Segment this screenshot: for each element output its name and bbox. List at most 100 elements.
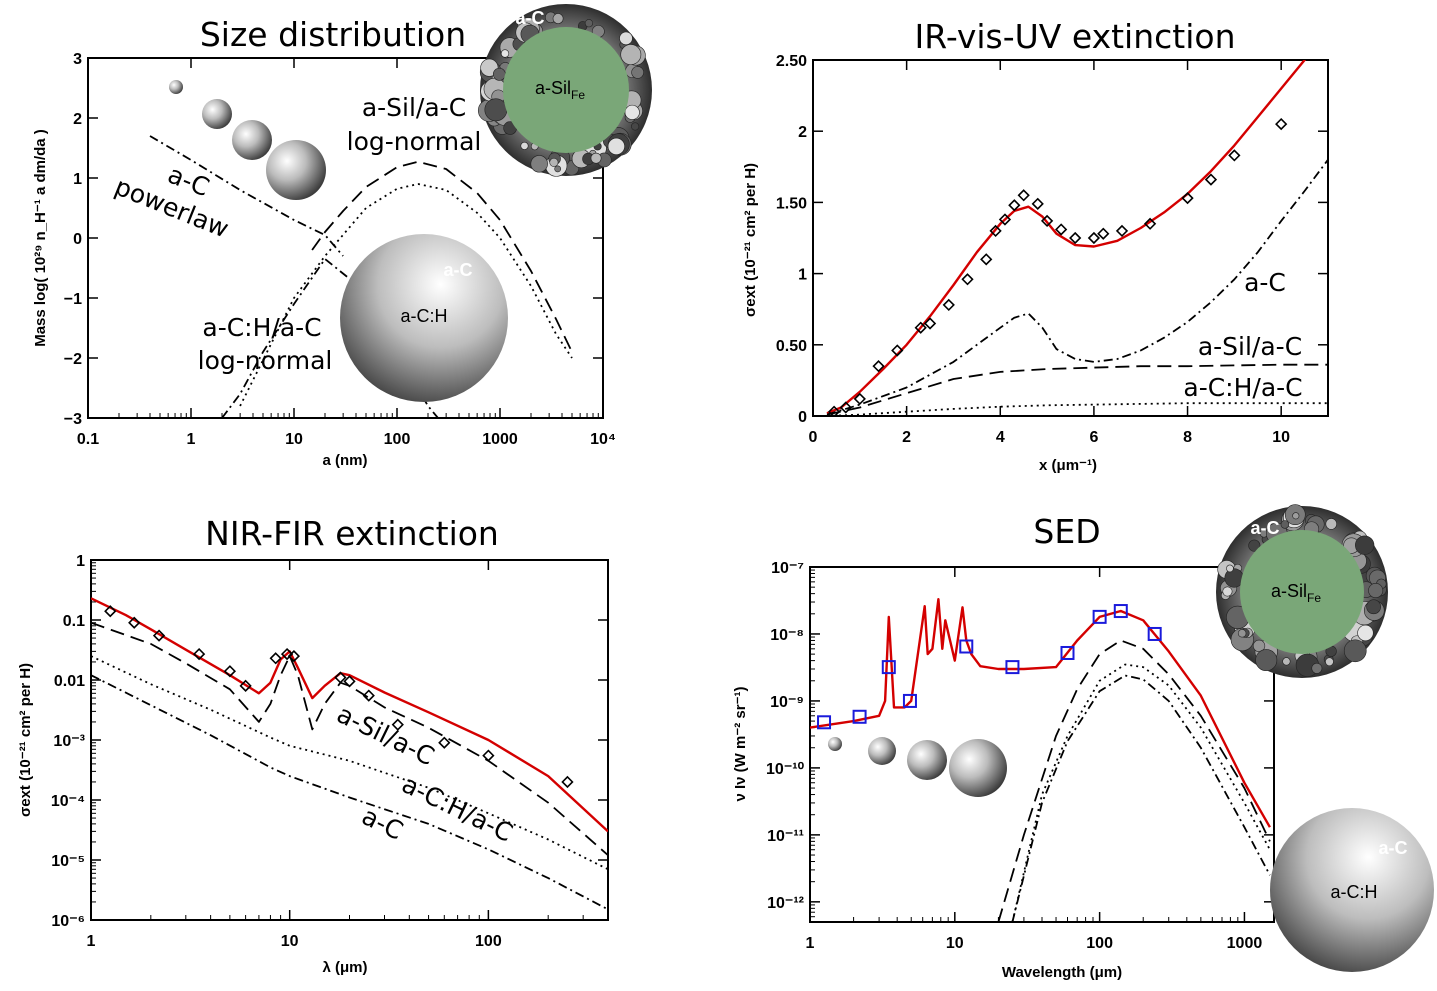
- observation-point: [1115, 224, 1129, 238]
- y-tick-label: 10⁻³: [53, 733, 85, 750]
- observation-point: [269, 652, 282, 665]
- observation-point: [1092, 609, 1107, 624]
- nir-x-axis-label: λ (μm): [322, 959, 367, 976]
- grain-sil-inner-label: a-SilFe: [535, 78, 585, 102]
- observation-point: [1181, 191, 1194, 205]
- series-a-c: [91, 674, 608, 911]
- observation-point: [280, 647, 294, 661]
- size-grain-icons: [169, 80, 326, 200]
- y-tick-label: 0.50: [776, 338, 807, 355]
- pebble: [549, 157, 559, 167]
- observation-point: [1097, 227, 1110, 240]
- series-a-sil-a-c: [997, 639, 1271, 922]
- observation-point: [942, 298, 955, 312]
- observation-point: [1069, 231, 1082, 245]
- pebble: [1325, 657, 1334, 667]
- observation-point: [438, 736, 451, 749]
- panel-uv-extinction: IR-vis-UV extinction 0 2 4 6 8 10 0 0.50 1 1.50 2 2…: [742, 17, 1329, 474]
- observation-point: [1008, 199, 1021, 212]
- y-tick-label: 10⁻¹¹: [767, 828, 804, 845]
- nir-y-axis-label: σext (10⁻²¹ cm² per H): [17, 663, 34, 817]
- pebble: [500, 49, 510, 58]
- pebble: [554, 165, 562, 173]
- observation-point: [902, 693, 917, 708]
- x-tick-label: 10: [281, 933, 299, 950]
- pebble: [1237, 629, 1247, 638]
- observation-point: [881, 660, 896, 675]
- y-tick-label: 0.1: [63, 613, 85, 630]
- observation-point: [989, 224, 1002, 238]
- observation-point: [1204, 173, 1218, 186]
- observation-point: [128, 616, 141, 629]
- uv-y-axis-label: σext (10⁻²¹ cm² per H): [742, 163, 759, 317]
- pebble: [552, 13, 564, 24]
- observation-point: [980, 253, 993, 266]
- observation-point: [891, 344, 904, 357]
- x-tick-label: 100: [1086, 935, 1113, 952]
- pebble: [1255, 649, 1278, 672]
- grain-small-icon: [868, 737, 896, 765]
- observation-point: [561, 775, 574, 789]
- silicate-core: [1240, 530, 1364, 654]
- pebble: [631, 122, 640, 131]
- sed-grain-sil-outer-label: a-C: [1250, 518, 1279, 538]
- series-a-c-h-a-c: [826, 402, 1328, 416]
- pebble: [590, 152, 602, 164]
- grain-ach-outer-label: a-C: [443, 260, 472, 280]
- observation-point: [1017, 189, 1030, 202]
- y-tick-label: −1: [64, 291, 82, 308]
- panel-sed: SED 1 10 100 1000 10⁻⁷ 10⁻⁸ 10⁻⁹ 10⁻¹⁰ 10⁻¹¹ 10⁻¹…: [732, 504, 1434, 981]
- observation-point: [1031, 197, 1044, 210]
- uv-series: [826, 60, 1328, 416]
- observation-point: [1055, 223, 1068, 236]
- x-tick-label: 0: [809, 429, 818, 446]
- pebble: [607, 137, 625, 155]
- pebble: [530, 155, 548, 173]
- observation-point: [959, 639, 974, 654]
- x-tick-label: 1: [87, 933, 96, 950]
- y-tick-label: 10⁻⁶: [51, 913, 85, 930]
- pebble: [520, 141, 529, 150]
- pebble: [1292, 512, 1300, 520]
- pebble: [1282, 657, 1291, 666]
- x-tick-label: 1000: [482, 431, 518, 448]
- pebble: [1355, 535, 1375, 555]
- pebble: [631, 66, 644, 79]
- grain-tiny-icon: [828, 737, 842, 751]
- observation-point: [1228, 149, 1241, 162]
- observation-point: [817, 715, 832, 730]
- x-tick-label: 1: [806, 935, 815, 952]
- grain-sil-core-mantle-icon: a-C a-SilFe: [477, 4, 652, 177]
- observation-point: [839, 401, 852, 414]
- sed-series: [810, 598, 1271, 922]
- x-tick-label: 10: [1272, 429, 1290, 446]
- pebble: [620, 44, 642, 65]
- grain-ach-core-mantle-icon: a-C a-C:H: [340, 234, 508, 402]
- pebble: [484, 98, 508, 122]
- y-tick-label: 0: [798, 409, 807, 426]
- pebble: [1248, 539, 1261, 552]
- series-a-sil-a-c: [826, 363, 1328, 416]
- pebble: [584, 19, 593, 28]
- series-model: [810, 598, 1271, 828]
- grain-medium-icon: [232, 120, 272, 160]
- size-label-ach-lognormal: log-normal: [198, 346, 333, 375]
- sed-grain-ach-inner-label: a-C:H: [1330, 882, 1377, 902]
- series-a-c: [149, 135, 344, 257]
- y-tick-label: 1: [76, 553, 85, 570]
- grain-large-icon: [949, 739, 1007, 797]
- observation-point: [1275, 117, 1288, 131]
- panel-nir-extinction: NIR-FIR extinction 1 10 100 1 0.1 0.01 10⁻³ 10⁻…: [17, 514, 609, 976]
- sed-panel-title: SED: [1033, 512, 1100, 551]
- observation-point: [827, 405, 841, 416]
- series-a-sil-a-c: [91, 621, 608, 856]
- x-tick-label: 100: [475, 933, 502, 950]
- grain-small-icon: [202, 99, 232, 129]
- y-tick-label: 10⁻¹²: [767, 895, 804, 912]
- uv-label-ac: a-C: [1244, 268, 1286, 297]
- series-a-c-h-a-c: [1011, 663, 1271, 922]
- size-label-sil: a-Sil/a-C: [362, 93, 466, 122]
- x-tick-label: 1000: [1227, 935, 1263, 952]
- observation-point: [391, 718, 404, 731]
- y-tick-label: 2.50: [776, 53, 807, 70]
